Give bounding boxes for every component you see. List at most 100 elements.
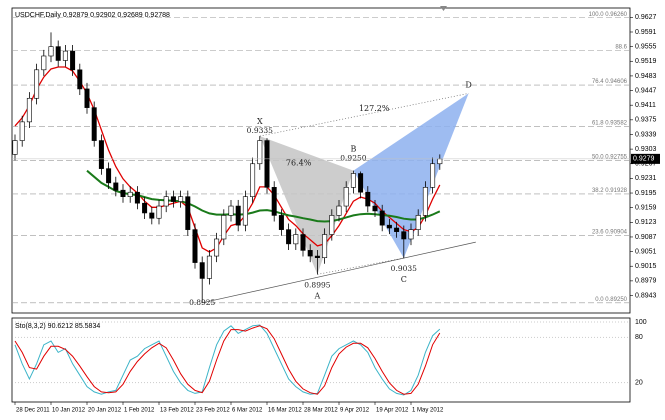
y-tick-label: 80: [635, 334, 643, 341]
candle-body: [206, 255, 212, 279]
x-tick-label: 28 Dec 2011: [16, 408, 50, 414]
candle-body: [178, 196, 184, 202]
candle-body: [41, 55, 47, 71]
fib-label: 0.0 0.89250: [595, 297, 627, 303]
fib-label: 100.0 0.96260: [589, 12, 628, 18]
candle-body: [322, 234, 328, 258]
y-tick-label: 0.9591: [635, 29, 657, 36]
trend-line: [202, 241, 476, 304]
candle-body: [379, 210, 385, 226]
y-tick-label: 0.9015: [635, 263, 657, 270]
candle-body: [365, 191, 371, 207]
candle-body: [221, 215, 227, 240]
candle-body: [62, 50, 68, 61]
candle-body: [278, 215, 284, 230]
x-tick-label: 1 Feb 2012: [124, 408, 155, 414]
fib-label: 88.6: [615, 44, 627, 50]
candle-body: [286, 229, 292, 245]
y-tick-label: 0.9483: [635, 73, 657, 80]
y-tick-label: 0.9519: [635, 58, 657, 65]
fib-label: 38.2 0.91928: [592, 188, 628, 194]
candle-body: [415, 215, 421, 230]
y-tick-label: 0.9303: [635, 146, 657, 153]
shift-marker: [440, 6, 447, 11]
price-box: [631, 153, 660, 164]
candle-body: [127, 191, 133, 197]
y-tick-label: 0.9375: [635, 117, 657, 124]
candle-body: [350, 173, 356, 188]
low-price-label: 0.8925: [189, 298, 215, 307]
pattern-point-label: C: [401, 275, 407, 284]
x-tick-label: 28 Mar 2012: [304, 408, 338, 414]
xd-line: [259, 93, 469, 137]
candle-body: [329, 215, 335, 235]
candle-body: [343, 187, 349, 207]
y-tick-label: 0.9447: [635, 87, 657, 94]
candle-body: [408, 229, 414, 240]
x-tick-label: 1 May 2012: [412, 408, 444, 414]
candle-body: [19, 121, 25, 141]
candle-body: [55, 46, 61, 61]
candle-body: [120, 189, 126, 197]
x-tick-label: 6 Mar 2012: [232, 408, 263, 414]
candle-body: [26, 97, 32, 123]
x-tick-label: 16 Mar 2012: [268, 408, 302, 414]
candle-body: [98, 140, 104, 169]
pattern-point-label: D: [465, 80, 471, 89]
candle-body: [163, 196, 169, 207]
y-tick-label: 0.9627: [635, 14, 657, 21]
candle-body: [235, 205, 241, 226]
x-tick-label: 19 Apr 2012: [376, 408, 409, 414]
candle-body: [307, 250, 313, 257]
indicator-title: Sto(8,3,2) 90.6212 85.5834: [15, 323, 100, 330]
candle-body: [228, 205, 234, 216]
candle-body: [386, 224, 392, 229]
candle-body: [113, 182, 119, 191]
y-tick-label: 0.9231: [635, 175, 657, 182]
pattern-point-label: A: [314, 291, 321, 300]
candle-body: [48, 46, 54, 57]
stochastic-panel: [11, 317, 631, 403]
fib-label: 50.0 0.92755: [592, 154, 628, 160]
fib-label: 23.6 0.90904: [592, 230, 628, 236]
x-tick-label: 13 Feb 2012: [160, 408, 194, 414]
y-tick-label: 0.9051: [635, 248, 657, 255]
pattern-price-label: 0.9335: [247, 126, 273, 135]
fib-label: 76.4 0.94606: [592, 79, 628, 85]
stochastic-line: [14, 325, 441, 395]
candle-body: [70, 50, 76, 71]
candle-body: [34, 69, 40, 99]
pattern-price-label: 0.9035: [391, 264, 417, 273]
candle-body: [358, 173, 364, 193]
fib-label: 61.8 0.93582: [592, 121, 628, 127]
current-price: 0.9279: [633, 156, 655, 163]
ratio-label: 127.2%: [359, 104, 390, 113]
stochastic-line: [14, 324, 441, 396]
candle-body: [91, 107, 97, 141]
pattern-price-label: 0.9250: [340, 154, 366, 163]
candle-body: [77, 69, 83, 90]
candle-body: [250, 163, 256, 197]
candle-body: [336, 205, 342, 216]
candle-body: [372, 205, 378, 212]
y-tick-label: 0.9123: [635, 219, 657, 226]
y-tick-label: 0.9159: [635, 205, 657, 212]
candle-body: [394, 227, 400, 232]
candle-body: [242, 196, 248, 226]
pattern-point-label: B: [350, 145, 356, 154]
x-tick-label: 20 Jan 2012: [88, 408, 122, 414]
candle-body: [185, 196, 191, 230]
y-tick-label: 0.9411: [635, 102, 656, 109]
y-tick-label: 20: [635, 380, 643, 387]
pattern-point-label: X: [257, 117, 263, 126]
xab-triangle: [259, 136, 354, 275]
candle-body: [142, 202, 148, 214]
candle-body: [12, 140, 18, 155]
candle-body: [401, 231, 407, 240]
candle-body: [264, 140, 270, 188]
candle-body: [192, 229, 198, 263]
candle-body: [257, 140, 263, 165]
candle-body: [314, 255, 320, 258]
candle-body: [300, 234, 306, 251]
